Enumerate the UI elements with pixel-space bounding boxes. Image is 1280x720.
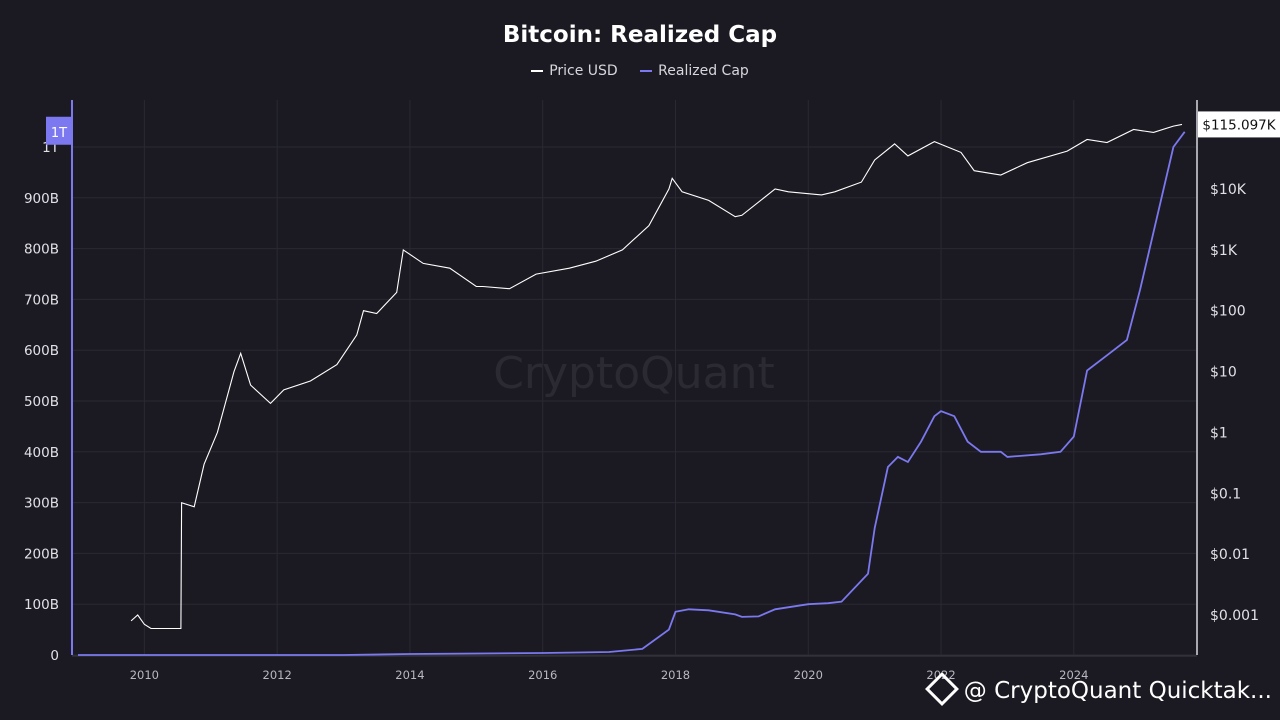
x-tick-label: 2018 <box>661 668 690 682</box>
right-tick-label: $10K <box>1210 182 1247 198</box>
left-tick-label: 0 <box>50 648 59 664</box>
chart-title: Bitcoin: Realized Cap <box>502 22 778 48</box>
left-tick-label: 300B <box>24 496 59 512</box>
left-tick-label: 100B <box>24 597 59 613</box>
footer-attribution: @ CryptoQuant Quicktak... <box>924 671 1272 706</box>
legend-swatch-realized-cap <box>640 70 653 72</box>
right-tick-label: $1K <box>1210 243 1238 259</box>
current-value-badges: 1T $115.097K <box>46 111 1280 145</box>
left-tick-label: 900B <box>24 191 59 207</box>
left-tick-label: 500B <box>24 394 59 410</box>
left-tick-label: 800B <box>24 242 59 258</box>
legend: Price USD Realized Cap <box>0 63 1280 79</box>
x-tick-label: 2014 <box>395 668 424 682</box>
right-axis: $0.001 $0.01 $0.1 $1 $10 $100 $1K $10K <box>1196 100 1259 655</box>
x-tick-label: 2022 <box>926 668 955 682</box>
x-tick-label: 2024 <box>1059 668 1088 682</box>
left-tick-label: 400B <box>24 445 59 461</box>
grid-lines <box>72 100 1196 656</box>
left-current-badge-label: 1T <box>51 126 67 141</box>
legend-swatch-price <box>531 70 544 72</box>
x-tick-label: 2016 <box>528 668 557 682</box>
left-tick-label: 600B <box>24 343 59 359</box>
right-tick-label: $100 <box>1210 304 1246 320</box>
right-tick-label: $0.1 <box>1210 486 1241 502</box>
x-tick-label: 2020 <box>794 668 823 682</box>
right-tick-label: $0.001 <box>1210 608 1259 624</box>
left-tick-label: 700B <box>24 292 59 308</box>
x-axis: 2010 2012 2014 2016 2018 2020 2022 2024 <box>72 655 1197 682</box>
legend-label-realized-cap: Realized Cap <box>658 63 749 79</box>
left-current-badge <box>46 116 72 145</box>
right-current-badge-label: $115.097K <box>1202 117 1276 133</box>
series-line-price-usd <box>130 123 1183 630</box>
legend-item-price[interactable]: Price USD <box>531 63 618 79</box>
footer-text: @ CryptoQuant Quicktak... <box>963 678 1272 704</box>
watermark: CryptoQuant <box>493 348 775 399</box>
right-tick-label: $1 <box>1210 425 1228 441</box>
right-tick-label: $0.01 <box>1210 547 1250 563</box>
left-axis: 0 100B 200B 300B 400B 500B 600B 700B 800B 900B 1T <box>24 100 73 664</box>
left-tick-label: 200B <box>24 546 59 562</box>
right-tick-label: $10 <box>1210 365 1237 381</box>
x-tick-label: 2010 <box>130 668 159 682</box>
legend-item-realized-cap[interactable]: Realized Cap <box>640 63 749 79</box>
right-current-badge <box>1198 111 1280 138</box>
x-tick-label: 2012 <box>263 668 292 682</box>
series-line-realized-cap <box>78 131 1186 656</box>
legend-label-price: Price USD <box>549 63 618 79</box>
